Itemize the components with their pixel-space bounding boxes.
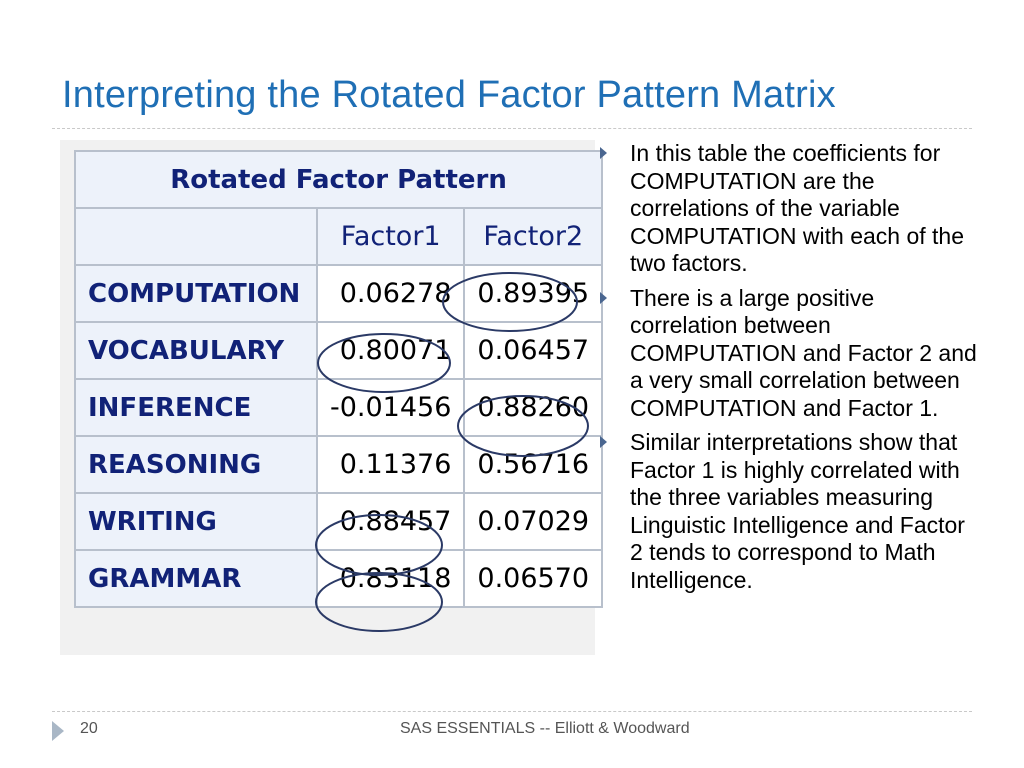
- corner-cell: [74, 207, 318, 266]
- footer-text: SAS ESSENTIALS -- Elliott & Woodward: [400, 720, 690, 737]
- table-row: VOCABULARY 0.80071 0.06457: [74, 321, 604, 380]
- cell-factor1: 0.06278: [315, 264, 466, 323]
- bullet-arrow-icon: [600, 436, 607, 448]
- cell-factor2: 0.07029: [463, 492, 604, 551]
- row-label: REASONING: [74, 435, 318, 494]
- table-row: INFERENCE -0.01456 0.88260: [74, 378, 604, 437]
- rotated-factor-pattern-table: Rotated Factor Pattern Factor1 Factor2 C…: [73, 150, 604, 608]
- footer-divider: [52, 711, 972, 712]
- cell-factor2: 0.56716: [463, 435, 604, 494]
- bullet-text: Similar interpretations show that Factor…: [630, 429, 965, 593]
- cell-factor1: 0.83118: [315, 549, 466, 608]
- cell-factor1: 0.88457: [315, 492, 466, 551]
- cell-factor1: 0.11376: [315, 435, 466, 494]
- row-label: VOCABULARY: [74, 321, 318, 380]
- bullet-item: In this table the coefficients for COMPU…: [600, 140, 980, 278]
- page-number: 20: [80, 720, 98, 737]
- table-row: REASONING 0.11376 0.56716: [74, 435, 604, 494]
- row-label: COMPUTATION: [74, 264, 318, 323]
- cell-factor2: 0.06570: [463, 549, 604, 608]
- bullet-arrow-icon: [600, 291, 607, 304]
- column-header-factor2: Factor2: [463, 207, 604, 266]
- table-header-row: Factor1 Factor2: [74, 207, 604, 266]
- bullet-text: There is a large positive correlation be…: [630, 284, 977, 421]
- cell-factor1: -0.01456: [315, 378, 466, 437]
- table-row: GRAMMAR 0.83118 0.06570: [74, 549, 604, 608]
- row-label: GRAMMAR: [74, 549, 318, 608]
- bullet-list: In this table the coefficients for COMPU…: [600, 140, 980, 601]
- cell-factor2: 0.06457: [463, 321, 604, 380]
- bullet-arrow-icon: [600, 147, 607, 159]
- row-label: WRITING: [74, 492, 318, 551]
- bullet-text: In this table the coefficients for COMPU…: [630, 140, 965, 276]
- table-caption: Rotated Factor Pattern: [73, 150, 604, 209]
- table-row: WRITING 0.88457 0.07029: [74, 492, 604, 551]
- cell-factor1: 0.80071: [315, 321, 466, 380]
- column-header-factor1: Factor1: [315, 207, 466, 266]
- title-divider: [52, 128, 972, 129]
- table-caption-row: Rotated Factor Pattern: [73, 150, 604, 209]
- row-label: INFERENCE: [74, 378, 318, 437]
- bullet-item: Similar interpretations show that Factor…: [600, 429, 980, 594]
- cell-factor2: 0.89395: [463, 264, 604, 323]
- cell-factor2: 0.88260: [463, 378, 604, 437]
- bullet-item: There is a large positive correlation be…: [600, 285, 980, 423]
- table-row: COMPUTATION 0.06278 0.89395: [74, 264, 604, 323]
- footer-arrow-icon: [52, 721, 64, 741]
- slide-title: Interpreting the Rotated Factor Pattern …: [62, 74, 836, 116]
